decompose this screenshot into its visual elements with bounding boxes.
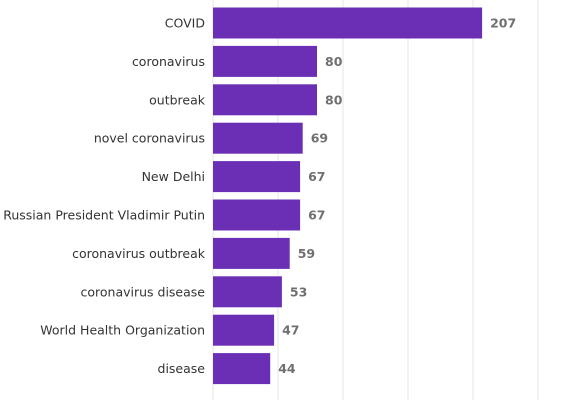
- value-label: 67: [308, 169, 325, 184]
- bar[interactable]: [213, 314, 275, 346]
- value-labels: 207 80 80 69 67 67 59 53 47 44: [278, 16, 516, 377]
- value-label: 59: [298, 246, 315, 261]
- category-label: Russian President Vladimir Putin: [3, 208, 205, 223]
- category-label: coronavirus: [132, 54, 205, 69]
- value-label: 80: [325, 54, 343, 69]
- category-label: coronavirus disease: [80, 284, 205, 299]
- category-label: outbreak: [149, 92, 206, 107]
- bars: [213, 7, 483, 385]
- bar[interactable]: [213, 45, 317, 77]
- bar[interactable]: [213, 84, 317, 116]
- category-labels: COVID coronavirus outbreak novel coronaviru…: [3, 16, 206, 377]
- category-label: disease: [158, 361, 206, 376]
- bar[interactable]: [213, 353, 271, 385]
- bar[interactable]: [213, 199, 301, 231]
- value-label: 44: [278, 361, 296, 376]
- category-label: novel coronavirus: [94, 131, 205, 146]
- bar[interactable]: [213, 161, 301, 193]
- bar[interactable]: [213, 276, 282, 308]
- value-label: 69: [311, 131, 328, 146]
- value-label: 207: [490, 16, 516, 31]
- bar[interactable]: [213, 122, 303, 154]
- value-label: 53: [290, 284, 307, 299]
- category-label: World Health Organization: [40, 323, 205, 338]
- category-label: coronavirus outbreak: [72, 246, 206, 261]
- value-label: 80: [325, 92, 343, 107]
- value-label: 67: [308, 208, 325, 223]
- value-label: 47: [282, 323, 299, 338]
- bar[interactable]: [213, 7, 483, 39]
- category-label: COVID: [165, 16, 205, 31]
- bar[interactable]: [213, 237, 290, 269]
- category-label: New Delhi: [142, 169, 205, 184]
